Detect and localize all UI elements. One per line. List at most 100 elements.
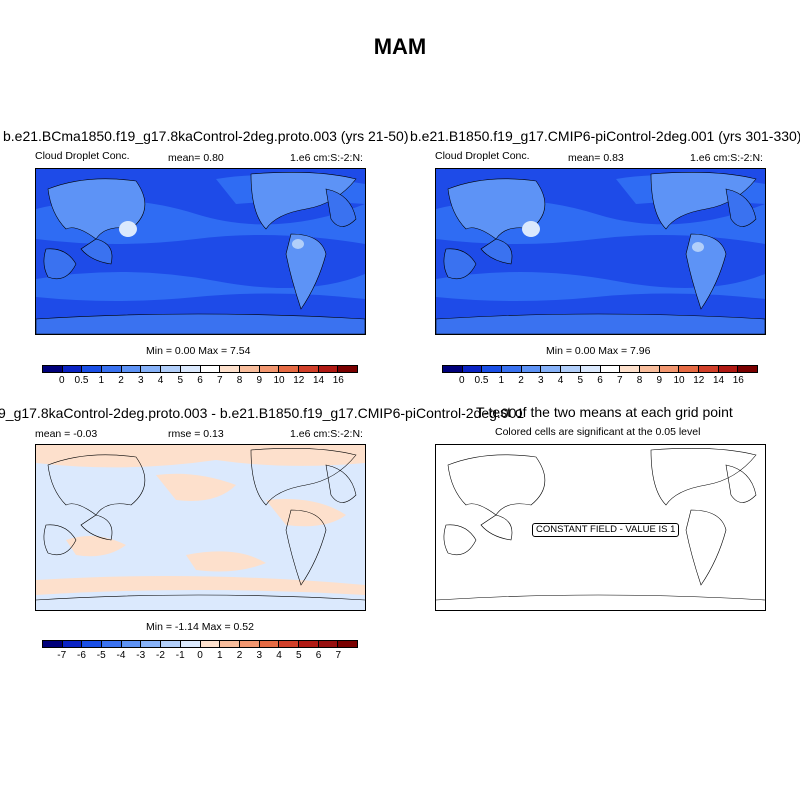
panel2-colorbar-swatch — [679, 366, 699, 372]
panel2-minmax: Min = 0.00 Max = 7.96 — [546, 345, 651, 357]
panel2-colorbar-swatch — [620, 366, 640, 372]
panel4-title: T-test of the two means at each grid poi… — [476, 404, 733, 420]
panel2-colorbar-swatch — [580, 366, 601, 372]
panel2-title: b.e21.B1850.f19_g17.CMIP6-piControl-2deg… — [410, 128, 800, 144]
panel1-colorbar-swatch — [338, 366, 357, 372]
panel2-colorbar-tick-label: 9 — [656, 375, 663, 386]
panel2-colorbar-tick-label: 14 — [712, 375, 725, 386]
panel2-mean: mean= 0.83 — [568, 152, 624, 164]
panel3-rmse: rmse = 0.13 — [168, 428, 224, 440]
panel1-colorbar-tick-label: 12 — [293, 375, 305, 386]
panel3-colorbar-tick-label: 2 — [236, 650, 243, 661]
panel3-colorbar — [42, 640, 358, 648]
panel1-minmax: Min = 0.00 Max = 7.54 — [146, 345, 251, 357]
panel2-colorbar-tick-label: 12 — [693, 375, 705, 386]
panel3-colorbar-tick-label: 5 — [295, 650, 302, 661]
panel2-colorbar-tick-label: 1 — [498, 375, 505, 386]
panel2-colorbar-tick-label: 7 — [616, 375, 623, 386]
panel1-colorbar-labels: 0 0.5 1 2 3 4 5 6 7 8 9 10 12 14 16 — [42, 375, 358, 387]
panel3-colorbar-swatch — [200, 641, 221, 647]
panel4-map: CONSTANT FIELD - VALUE IS 1 — [435, 444, 766, 611]
panel3-colorbar-swatch — [279, 641, 299, 647]
panel3-colorbar-tick-label: -1 — [175, 650, 185, 661]
panel2-colorbar-tick-label: 0.5 — [474, 375, 489, 386]
panel1-colorbar-tick-label: 9 — [256, 375, 263, 386]
panel3-colorbar-swatch — [62, 641, 83, 647]
panel3-colorbar-labels: -7 -6 -5 -4 -3 -2 -1 0 1 2 3 4 5 6 7 — [42, 650, 358, 662]
panel2-colorbar-labels: 0 0.5 1 2 3 4 5 6 7 8 9 10 12 14 16 — [442, 375, 758, 387]
panel1-colorbar-tick-label: 7 — [216, 375, 223, 386]
panel1-colorbar — [42, 365, 358, 373]
panel3-colorbar-swatch — [180, 641, 201, 647]
panel1-colorbar-tick-label: 3 — [137, 375, 144, 386]
panel1-title: b.e21.BCma1850.f19_g17.8kaControl-2deg.p… — [3, 128, 409, 144]
panel3-colorbar-swatch — [43, 641, 63, 647]
panel2-colorbar — [442, 365, 758, 373]
panel3-colorbar-tick-label: 0 — [197, 650, 203, 661]
panel1-colorbar-tick-label: 2 — [118, 375, 124, 386]
panel2-colorbar-tick-label: 3 — [537, 375, 544, 386]
panel1-map — [35, 168, 366, 335]
panel3-colorbar-swatch — [298, 641, 319, 647]
panel3-colorbar-tick-label: 3 — [256, 650, 263, 661]
panel2-colorbar-swatch — [462, 366, 483, 372]
panel3-colorbar-swatch — [141, 641, 162, 647]
panel3-colorbar-swatch — [259, 641, 280, 647]
panel2-colorbar-swatch — [561, 366, 581, 372]
panel2-colorbar-swatch — [541, 366, 562, 372]
panel1-colorbar-swatch — [279, 366, 299, 372]
panel1-colorbar-swatch — [121, 366, 142, 372]
panel3-colorbar-swatch — [318, 641, 339, 647]
panel2-colorbar-swatch — [659, 366, 680, 372]
panel1-colorbar-tick-label: 4 — [157, 375, 164, 386]
panel3-colorbar-tick-label: 4 — [276, 650, 282, 661]
panel2-colorbar-swatch — [718, 366, 739, 372]
panel1-colorbar-tick-label: 10 — [273, 375, 285, 386]
panel2-colorbar-tick-label: 6 — [597, 375, 603, 386]
panel1-colorbar-swatch — [318, 366, 339, 372]
panel2-variable-label: Cloud Droplet Conc. — [435, 150, 530, 162]
panel3-colorbar-tick-label: -2 — [156, 650, 165, 661]
panel2-colorbar-tick-label: 4 — [557, 375, 564, 386]
panel2-colorbar-swatch — [738, 366, 757, 372]
panel1-colorbar-tick-label: 5 — [177, 375, 184, 386]
panel1-colorbar-swatch — [180, 366, 201, 372]
panel2-colorbar-swatch — [521, 366, 542, 372]
panel2-map — [435, 168, 766, 335]
panel1-colorbar-swatch — [200, 366, 221, 372]
panel3-colorbar-tick-label: -7 — [57, 650, 67, 661]
panel2-colorbar-swatch — [443, 366, 463, 372]
panel3-colorbar-tick-label: 6 — [315, 650, 322, 661]
panel3-colorbar-tick-label: -3 — [136, 650, 146, 661]
panel2-colorbar-tick-label: 16 — [732, 375, 744, 386]
panel1-colorbar-tick-label: 6 — [197, 375, 203, 386]
panel2-colorbar-swatch — [482, 366, 503, 372]
panel2-colorbar-swatch — [698, 366, 719, 372]
panel2-units: 1.e6 cm:S:-2:N: — [690, 152, 763, 164]
panel2-colorbar-swatch — [639, 366, 660, 372]
panel2-colorbar-tick-label: 2 — [518, 375, 524, 386]
panel1-colorbar-tick-label: 8 — [236, 375, 243, 386]
panel3-colorbar-swatch — [161, 641, 181, 647]
panel3-map — [35, 444, 366, 611]
panel1-units: 1.e6 cm:S:-2:N: — [290, 152, 363, 164]
panel3-colorbar-swatch — [121, 641, 142, 647]
main-title: MAM — [373, 34, 427, 59]
panel2-colorbar-swatch — [600, 366, 621, 372]
panel2-colorbar-tick-label: 5 — [577, 375, 584, 386]
panel2-colorbar-tick-label: 0 — [458, 375, 465, 386]
panel3-colorbar-tick-label: -6 — [77, 650, 86, 661]
panel3-colorbar-swatch — [102, 641, 122, 647]
panel3-minmax: Min = -1.14 Max = 0.52 — [146, 621, 254, 633]
panel1-colorbar-swatch — [161, 366, 181, 372]
panel3-mean: mean = -0.03 — [35, 428, 98, 440]
panel1-colorbar-tick-label: 0.5 — [74, 375, 89, 386]
panel1-colorbar-swatch — [102, 366, 122, 372]
panel1-colorbar-swatch — [82, 366, 103, 372]
panel4-constant-field-label: CONSTANT FIELD - VALUE IS 1 — [532, 523, 680, 537]
panel3-colorbar-tick-label: -4 — [116, 650, 126, 661]
panel1-colorbar-swatch — [43, 366, 63, 372]
panel3-title: 9_g17.8kaControl-2deg.proto.003 - b.e21.… — [0, 405, 525, 421]
panel1-colorbar-tick-label: 14 — [312, 375, 325, 386]
panel3-colorbar-tick-label: 7 — [335, 650, 342, 661]
